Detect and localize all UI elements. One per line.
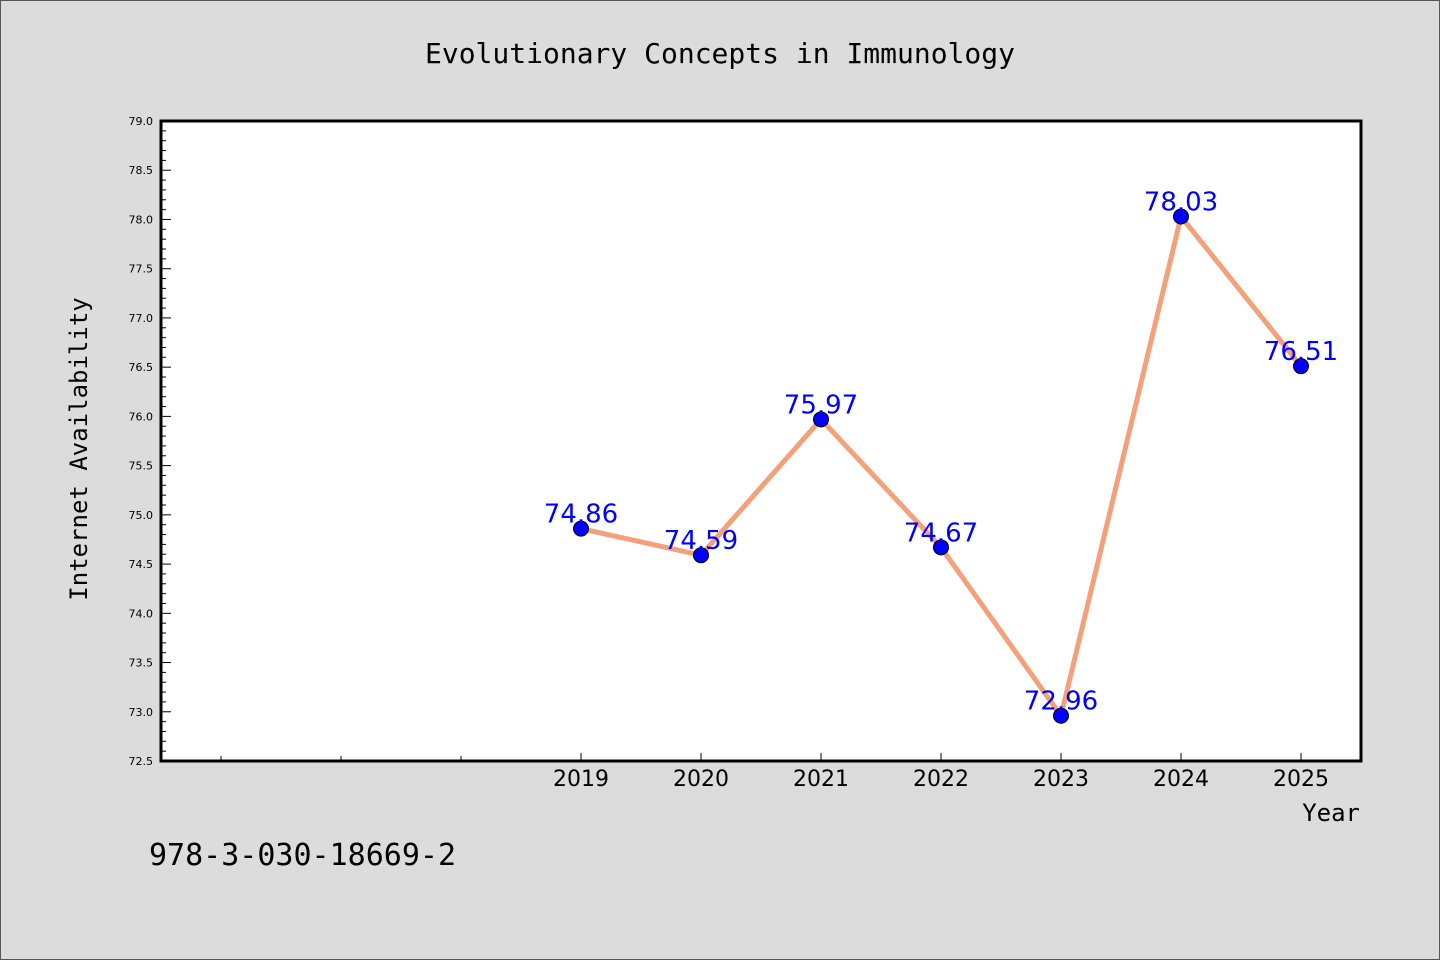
data-point	[933, 539, 949, 556]
y-tick-label: 75.5	[129, 460, 154, 473]
data-point	[1173, 208, 1189, 225]
data-point	[573, 520, 589, 537]
x-axis-label: Year	[1302, 799, 1360, 827]
y-tick-label: 76.5	[129, 361, 154, 374]
y-tick-label: 79.0	[129, 115, 154, 128]
x-tick-label: 2023	[1033, 767, 1089, 792]
plot-area	[159, 119, 1363, 763]
y-axis-label: Internet Availability	[65, 297, 93, 600]
y-tick-label: 73.0	[129, 706, 154, 719]
y-tick-label: 78.5	[129, 164, 154, 177]
y-tick-label: 77.5	[129, 263, 154, 276]
y-tick-label: 72.5	[129, 755, 154, 768]
x-tick-label: 2021	[793, 767, 849, 792]
data-point	[1053, 707, 1069, 724]
x-tick-label: 2020	[673, 767, 729, 792]
data-label: 72.96	[1024, 687, 1098, 717]
x-axis: 2019 2020 2021 2022 2023 2024 2025	[220, 753, 1329, 792]
y-tick-label: 74.0	[129, 607, 154, 620]
x-tick-label: 2022	[913, 767, 969, 792]
x-tick-label: 2019	[553, 767, 609, 792]
data-point	[1293, 358, 1309, 375]
series-line: 74.86 74.59 75.97 74.67 72.96 78.03 76.51	[544, 188, 1338, 724]
data-label: 74.67	[904, 518, 978, 548]
y-tick-label: 77.0	[129, 312, 154, 325]
y-tick-label: 75.0	[129, 509, 154, 522]
isbn-text: 978-3-030-18669-2	[149, 838, 456, 873]
data-label: 74.86	[544, 500, 618, 530]
y-tick-label: 73.5	[129, 657, 154, 670]
chart-title: Evolutionary Concepts in Immunology	[425, 37, 1015, 70]
data-point	[693, 547, 709, 564]
y-tick-label: 74.5	[129, 558, 154, 571]
data-label: 76.51	[1264, 337, 1338, 367]
y-axis: 72.5 73.0 73.5 74.0 74.5 75.0 75.5 76.0 76.5 77.0…	[129, 115, 171, 768]
y-tick-label: 76.0	[129, 410, 154, 423]
data-label: 75.97	[784, 390, 858, 420]
data-label: 74.59	[664, 526, 738, 556]
x-tick-label: 2025	[1273, 767, 1329, 792]
y-tick-label: 78.0	[129, 213, 154, 226]
x-tick-label: 2024	[1153, 767, 1209, 792]
data-label: 78.03	[1144, 188, 1218, 218]
data-point	[813, 411, 829, 428]
